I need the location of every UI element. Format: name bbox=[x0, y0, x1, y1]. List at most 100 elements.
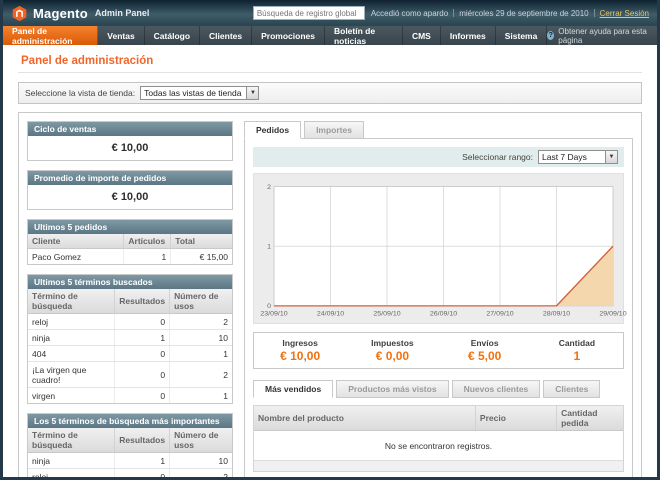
total-value: € 0,00 bbox=[375, 349, 410, 363]
bestsellers-table: Nombre del producto Precio Cantidad pedi… bbox=[253, 405, 624, 472]
nav-item-customers[interactable]: Clientes bbox=[200, 26, 253, 45]
nav-item-system[interactable]: Sistema bbox=[496, 26, 548, 45]
orders-chart: 0 1 2 23/09/10 24/09/10 25/09/10 26/09/10 27/09… bbox=[253, 173, 627, 324]
table-row[interactable]: virgen 0 1 bbox=[28, 387, 232, 403]
col-results: Resultados bbox=[114, 289, 171, 314]
tab-customers[interactable]: Clientes bbox=[543, 380, 601, 398]
store-view-select[interactable]: Todas las vistas de tienda ▼ bbox=[140, 86, 260, 100]
cell-results: 0 bbox=[114, 387, 171, 403]
nav-item-sales[interactable]: Ventas bbox=[98, 26, 145, 45]
cell-uses: 2 bbox=[169, 468, 232, 477]
nav-item-cms[interactable]: CMS bbox=[403, 26, 441, 45]
global-search-input[interactable] bbox=[252, 6, 365, 20]
cell-results: 0 bbox=[114, 361, 171, 388]
sales-cycle-value: € 10,00 bbox=[28, 136, 232, 160]
app-header: Magento Admin Panel Accedió como apardo … bbox=[3, 0, 657, 26]
cell-results: 0 bbox=[114, 313, 171, 330]
divider bbox=[593, 9, 595, 17]
area-chart-svg: 0 1 2 23/09/10 24/09/10 25/09/10 26/09/10 27/09… bbox=[260, 184, 626, 317]
last-search-terms-panel: Ultimos 5 términos buscados Término de b… bbox=[27, 274, 233, 404]
tab-orders[interactable]: Pedidos bbox=[244, 121, 302, 139]
svg-text:27/09/10: 27/09/10 bbox=[486, 310, 513, 317]
help-label: Obtener ayuda para esta página bbox=[558, 26, 647, 45]
logout-link[interactable]: Cerrar Sesión bbox=[599, 8, 649, 18]
avg-order-value: € 10,00 bbox=[28, 185, 232, 209]
svg-text:26/09/10: 26/09/10 bbox=[430, 310, 457, 317]
nav-item-catalog[interactable]: Catálogo bbox=[145, 26, 201, 45]
panel-title: Ciclo de ventas bbox=[28, 122, 232, 136]
table-row[interactable]: Paco Gomez 1 € 15,00 bbox=[28, 248, 232, 264]
divider bbox=[453, 9, 455, 17]
page-title: Panel de administración bbox=[18, 51, 642, 73]
cell-term: 404 bbox=[28, 345, 116, 362]
header-user-info: Accedió como apardo miércoles 29 de sept… bbox=[371, 9, 649, 18]
chevron-down-icon: ▼ bbox=[605, 151, 617, 163]
sales-cycle-panel: Ciclo de ventas € 10,00 bbox=[27, 121, 233, 161]
header-date: miércoles 29 de septiembre de 2010 bbox=[459, 8, 589, 18]
dashboard-main: Pedidos Importes Seleccionar rango: Last… bbox=[244, 121, 633, 477]
chart-tabs: Pedidos Importes bbox=[244, 121, 633, 139]
cell-customer: Paco Gomez bbox=[28, 248, 125, 264]
svg-text:25/09/10: 25/09/10 bbox=[373, 310, 400, 317]
cell-uses: 10 bbox=[169, 329, 232, 346]
tab-new-customers[interactable]: Nuevos clientes bbox=[451, 380, 541, 398]
col-term: Término de búsqueda bbox=[28, 289, 116, 314]
cell-term: reloj bbox=[28, 313, 116, 330]
col-price: Precio bbox=[475, 406, 558, 431]
last-orders-table: Cliente Artículos Total Paco Gomez 1 € 1… bbox=[28, 234, 232, 264]
table-row[interactable]: ninja 1 10 bbox=[28, 452, 232, 469]
nav-item-reports[interactable]: Informes bbox=[441, 26, 496, 45]
col-uses: Número de usos bbox=[169, 428, 232, 453]
table-row[interactable]: ninja 1 10 bbox=[28, 329, 232, 346]
cell-uses: 1 bbox=[169, 387, 232, 403]
top-search-terms-panel: Los 5 términos de búsqueda más important… bbox=[27, 413, 233, 477]
total-label: Ingresos bbox=[282, 338, 318, 348]
logged-in-as: Accedió como apardo bbox=[370, 8, 449, 18]
store-view-label: Seleccione la vista de tienda: bbox=[25, 88, 136, 98]
cell-uses: 2 bbox=[169, 313, 232, 330]
avg-order-panel: Promedio de importe de pedidos € 10,00 bbox=[27, 170, 233, 210]
content-area: Panel de administración Seleccione la vi… bbox=[3, 45, 657, 477]
tab-most-viewed[interactable]: Productos más vistos bbox=[336, 380, 449, 398]
last-orders-panel: Ultimos 5 pedidos Cliente Artículos Tota… bbox=[27, 219, 233, 265]
total-label: Envíos bbox=[470, 338, 499, 348]
cell-results: 0 bbox=[114, 345, 171, 362]
grid-tabs: Más vendidos Productos más vistos Nuevos… bbox=[253, 380, 624, 398]
cell-term: virgen bbox=[28, 387, 116, 403]
main-nav: Panel de administración Ventas Catálogo … bbox=[3, 26, 657, 46]
range-value: Last 7 Days bbox=[542, 152, 587, 162]
dashboard-sidebar: Ciclo de ventas € 10,00 Promedio de impo… bbox=[27, 121, 233, 477]
tab-amounts[interactable]: Importes bbox=[304, 121, 364, 139]
tab-bestsellers[interactable]: Más vendidos bbox=[253, 380, 334, 398]
table-row[interactable]: reloj 0 2 bbox=[28, 468, 232, 477]
panel-title: Los 5 términos de búsqueda más important… bbox=[28, 414, 232, 428]
cell-term: ¡La virgen que cuadro! bbox=[28, 361, 116, 388]
range-select[interactable]: Last 7 Days ▼ bbox=[538, 150, 618, 164]
store-view-bar: Seleccione la vista de tienda: Todas las… bbox=[18, 82, 642, 104]
nav-item-promotions[interactable]: Promociones bbox=[252, 26, 325, 45]
total-value: € 10,00 bbox=[280, 349, 321, 363]
panel-title: Promedio de importe de pedidos bbox=[28, 171, 232, 185]
cell-term: reloj bbox=[28, 468, 116, 477]
store-view-value: Todas las vistas de tienda bbox=[144, 88, 242, 98]
panel-title: Ultimos 5 términos buscados bbox=[28, 275, 232, 289]
col-term: Término de búsqueda bbox=[28, 428, 116, 453]
nav-item-dashboard[interactable]: Panel de administración bbox=[3, 26, 99, 46]
cell-uses: 1 bbox=[169, 345, 232, 362]
svg-text:2: 2 bbox=[267, 184, 271, 191]
totals-bar: Ingresos € 10,00 Impuestos € 0,00 Envíos… bbox=[253, 332, 624, 369]
help-link[interactable]: ? Obtener ayuda para esta página bbox=[547, 26, 657, 45]
empty-records-message: No se encontraron registros. bbox=[254, 431, 623, 460]
range-bar: Seleccionar rango: Last 7 Days ▼ bbox=[253, 147, 624, 167]
nav-item-newsletter[interactable]: Boletín de noticias bbox=[325, 26, 403, 46]
table-row[interactable]: 404 0 1 bbox=[28, 345, 232, 362]
last-search-terms-table: Término de búsqueda Resultados Número de… bbox=[28, 289, 232, 403]
table-row[interactable]: reloj 0 2 bbox=[28, 313, 232, 330]
table-footer-strip bbox=[254, 460, 623, 471]
svg-text:0: 0 bbox=[267, 303, 271, 310]
cell-term: ninja bbox=[28, 452, 116, 469]
col-qty-ordered: Cantidad pedida bbox=[556, 406, 623, 431]
total-value: 1 bbox=[573, 349, 581, 363]
table-row[interactable]: ¡La virgen que cuadro! 0 2 bbox=[28, 361, 232, 388]
